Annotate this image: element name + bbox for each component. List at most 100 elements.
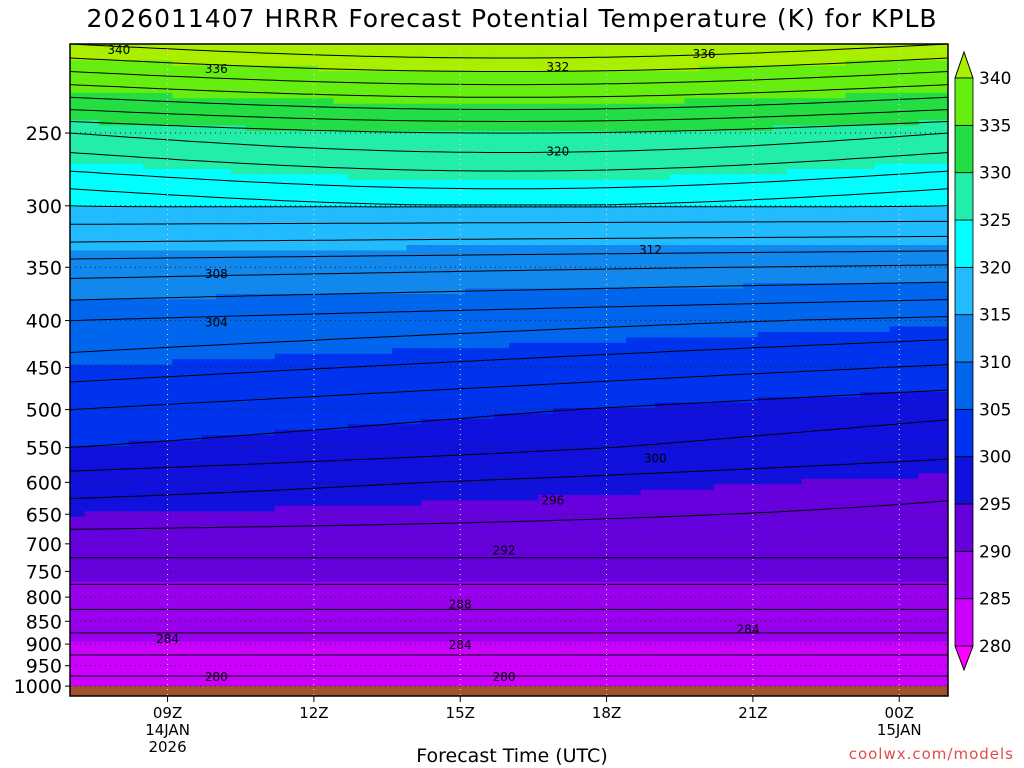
contour-label: 312 [639, 243, 662, 257]
contour-label: 332 [546, 60, 569, 74]
colorbar-label: 295 [979, 495, 1011, 515]
x-tick-label: 09Z [153, 704, 182, 722]
contour-label: 300 [644, 451, 667, 465]
colorbar-box [954, 550, 974, 600]
colorbar-label: 335 [979, 116, 1011, 136]
contour-label: 308 [205, 267, 228, 281]
shading [70, 44, 948, 696]
y-tick-label: 850 [26, 611, 62, 633]
colorbar-label: 285 [979, 590, 1011, 610]
contour-label: 284 [449, 638, 472, 652]
isentrope [70, 205, 948, 208]
colorbar-box [954, 456, 974, 505]
y-tick-label: 350 [26, 257, 62, 279]
colorbar-box [954, 172, 974, 221]
isentrope [70, 71, 948, 86]
x-tick-date: 14JAN [145, 721, 190, 739]
x-axis-label: Forecast Time (UTC) [416, 745, 608, 767]
contour-label: 296 [541, 494, 564, 508]
colorbar-box [954, 77, 974, 126]
colorbar-label: 320 [979, 258, 1011, 278]
isentrope [70, 281, 948, 301]
y-tick-label: 300 [26, 196, 62, 218]
y-tick-label: 750 [26, 561, 62, 583]
isentrope [70, 121, 948, 134]
y-tick-label: 500 [26, 400, 62, 422]
x-tick-label: 21Z [738, 704, 767, 722]
isentrope [70, 419, 948, 472]
colorbar-box [954, 219, 974, 268]
contour-lines [70, 44, 948, 696]
colorbar: 280 285 290 295 300 305 310 315 320 325 330 335 340 [954, 50, 1011, 672]
x-tick-date: 15JAN [877, 721, 922, 739]
colorbar-label: 310 [979, 353, 1011, 373]
isentrope [70, 250, 948, 260]
isentrope [70, 84, 948, 98]
isentrope [70, 188, 948, 206]
contour-label: 336 [205, 62, 228, 76]
y-tick-label: 450 [26, 358, 62, 380]
y-tick-label: 550 [26, 438, 62, 460]
credit-link[interactable]: coolwx.com/models [848, 745, 1014, 763]
grid [70, 44, 948, 696]
contour-label: 280 [205, 670, 228, 684]
colorbar-box [954, 314, 974, 363]
colorbar-label: 305 [979, 400, 1011, 420]
x-tick-label: 00Z [885, 704, 914, 722]
colorbar-label: 340 [979, 69, 1011, 89]
y-tick-label: 650 [26, 504, 62, 526]
chart-title: 2026011407 HRRR Forecast Potential Tempe… [86, 4, 938, 33]
colorbar-cap-top [954, 50, 974, 79]
colorbar-label: 315 [979, 306, 1011, 326]
contour-label: 280 [493, 670, 516, 684]
isentrope [70, 132, 948, 153]
colorbar-box [954, 266, 974, 316]
y-tick-label: 800 [26, 587, 62, 609]
isentrope [70, 264, 948, 279]
x-tick-label: 12Z [299, 704, 328, 722]
y-tick-label: 400 [26, 311, 62, 333]
isentrope [70, 364, 948, 411]
colorbar-box [954, 503, 974, 552]
colorbar-label: 325 [979, 211, 1011, 231]
contour-label: 284 [737, 623, 760, 637]
x-tick-year: 2026 [148, 738, 186, 756]
ground [70, 686, 948, 696]
isentrope [70, 109, 948, 122]
colorbar-label: 330 [979, 164, 1011, 184]
isentrope [70, 220, 948, 225]
contour-label: 336 [693, 47, 716, 61]
contour-label: 284 [156, 632, 179, 646]
isentrope [70, 389, 948, 448]
y-tick-label: 900 [26, 634, 62, 656]
isentrope [70, 152, 948, 172]
colorbar-box [954, 124, 974, 174]
x-tick-label: 18Z [592, 704, 621, 722]
y-tick-label: 950 [26, 656, 62, 678]
contour-label: 320 [546, 145, 569, 159]
isentrope [70, 235, 948, 243]
isentrope [70, 339, 948, 383]
contour-label: 304 [205, 316, 228, 330]
isentrope [70, 316, 948, 353]
contour-label: 340 [107, 43, 130, 57]
colorbar-box [954, 408, 974, 458]
isentrope [70, 96, 948, 111]
y-tick-label: 250 [26, 123, 62, 145]
x-tick-label: 15Z [446, 704, 475, 722]
colorbar-box [954, 598, 974, 647]
colorbar-label: 280 [979, 637, 1011, 657]
isentrope [70, 57, 948, 72]
y-tick-label: 1000 [14, 676, 62, 698]
isentrope [70, 500, 948, 530]
isentrope [70, 170, 948, 190]
plot-frame [69, 43, 949, 697]
isentrope [70, 44, 948, 59]
contour-label: 292 [493, 544, 516, 558]
y-tick-label: 700 [26, 534, 62, 556]
isentrope [70, 299, 948, 322]
colorbar-label: 300 [979, 448, 1011, 468]
y-tick-label: 600 [26, 472, 62, 494]
